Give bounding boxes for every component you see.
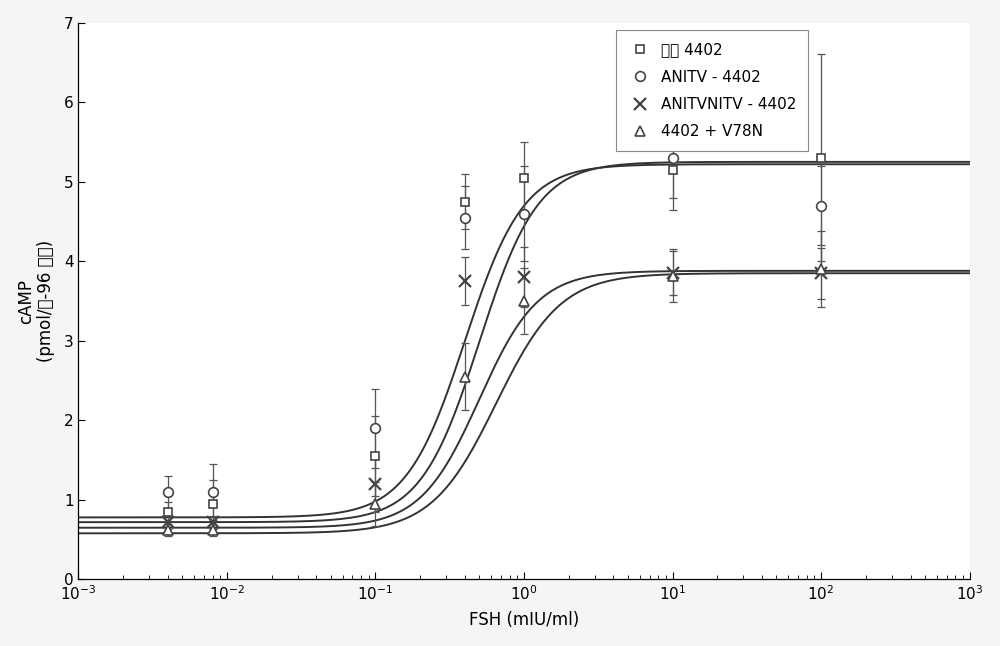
ANITVNITV - 4402 [162, 518, 174, 526]
瞬时 4402 [162, 508, 174, 516]
Line: ANITVNITV - 4402: ANITVNITV - 4402 [162, 267, 827, 528]
ANITVNITV - 4402 [667, 269, 679, 277]
瞬时 4402 [815, 154, 827, 162]
ANITVNITV - 4402 [207, 518, 219, 526]
Legend: 瞬时 4402, ANITV - 4402, ANITVNITV - 4402, 4402 + V78N: 瞬时 4402, ANITV - 4402, ANITVNITV - 4402,… [616, 30, 808, 151]
Line: 4402 + V78N: 4402 + V78N [163, 264, 826, 535]
4402 + V78N [667, 272, 679, 280]
Y-axis label: cAMP
(pmol/孔-96 孔板): cAMP (pmol/孔-96 孔板) [17, 240, 55, 362]
瞬时 4402 [667, 166, 679, 174]
Line: 瞬时 4402: 瞬时 4402 [164, 154, 825, 516]
ANITV - 4402 [518, 210, 530, 218]
瞬时 4402 [518, 174, 530, 182]
4402 + V78N [815, 266, 827, 273]
Line: ANITV - 4402: ANITV - 4402 [163, 153, 826, 497]
ANITVNITV - 4402 [815, 269, 827, 277]
瞬时 4402 [459, 198, 471, 205]
4402 + V78N [162, 526, 174, 534]
瞬时 4402 [207, 500, 219, 508]
4402 + V78N [207, 526, 219, 534]
ANITVNITV - 4402 [518, 273, 530, 281]
4402 + V78N [369, 500, 381, 508]
瞬时 4402 [369, 452, 381, 460]
ANITV - 4402 [667, 154, 679, 162]
ANITV - 4402 [815, 202, 827, 209]
ANITV - 4402 [369, 424, 381, 432]
ANITVNITV - 4402 [459, 277, 471, 285]
X-axis label: FSH (mIU/ml): FSH (mIU/ml) [469, 611, 579, 629]
4402 + V78N [518, 297, 530, 305]
ANITVNITV - 4402 [369, 480, 381, 488]
ANITV - 4402 [207, 488, 219, 496]
ANITV - 4402 [459, 214, 471, 222]
ANITV - 4402 [162, 488, 174, 496]
4402 + V78N [459, 373, 471, 380]
